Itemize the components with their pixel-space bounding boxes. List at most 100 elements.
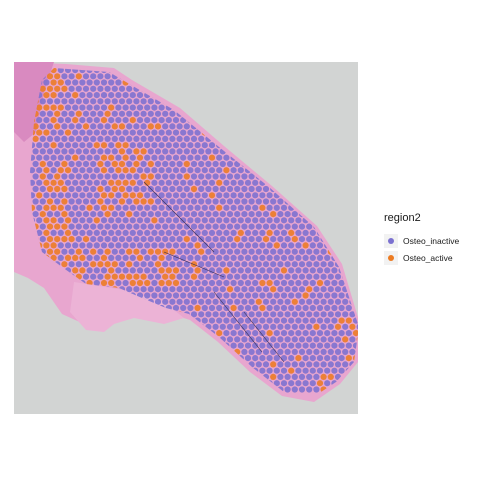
tissue-spot [273,342,280,349]
tissue-spot [273,380,280,387]
tissue-spot [226,248,234,255]
tissue-spot [158,217,165,224]
tissue-spot [133,223,140,230]
tissue-spot [140,198,147,205]
tissue-spot [144,179,151,186]
tissue-spot [111,248,118,255]
tissue-spot [54,173,61,180]
tissue-spot [266,355,273,362]
tissue-spot [288,279,295,287]
tissue-spot [115,192,122,199]
tissue-spot [64,167,72,174]
tissue-spot [54,248,61,255]
tissue-spot [172,242,180,249]
tissue-spot [169,123,176,130]
tissue-spot [140,223,147,230]
tissue-spot [86,179,93,186]
tissue-spot [219,236,226,243]
tissue-spot [255,348,262,355]
tissue-spot [108,92,115,99]
tissue-spot [252,292,259,299]
tissue-spot [104,110,111,117]
tissue-spot [226,198,234,205]
tissue-spot [151,129,158,136]
tissue-spot [79,117,86,124]
tissue-spot [324,380,331,387]
tissue-spot [54,185,61,193]
tissue-spot [280,342,288,349]
tissue-spot [248,348,255,355]
tissue-spot [158,242,165,249]
tissue-spot [183,223,190,230]
tissue-spot [306,236,313,243]
tissue-spot [212,223,219,230]
tissue-spot [75,198,82,205]
tissue-spot [50,217,57,224]
tissue-spot [241,273,248,280]
tissue-spot [259,229,266,236]
tissue-spot [208,229,216,236]
tissue-spot [75,85,82,92]
tissue-spot [262,185,270,193]
tissue-spot [136,229,144,236]
tissue-spot [216,179,223,186]
tissue-spot [154,286,162,293]
tissue-spot [100,242,108,249]
tissue-spot [162,148,169,155]
tissue-spot [255,198,262,205]
tissue-spot [108,217,115,224]
tissue-spot [57,242,64,249]
tissue-spot [169,223,176,230]
tissue-spot [90,98,97,105]
tissue-spot [162,110,169,117]
tissue-spot [79,192,86,199]
tissue-spot [57,217,64,224]
tissue-spot [133,185,140,193]
tissue-spot [79,79,86,86]
tissue-spot [57,154,64,161]
tissue-spot [176,298,183,305]
tissue-spot [39,236,46,243]
tissue-spot [270,323,277,330]
tissue-spot [288,342,295,349]
tissue-spot [291,248,298,255]
tissue-spot [154,273,162,280]
tissue-spot [302,292,309,299]
tissue-spot [219,173,226,180]
tissue-spot [234,286,241,293]
tissue-spot [64,242,72,249]
tissue-spot [158,117,165,124]
tissue-spot [230,267,237,274]
plot-panel [14,62,358,414]
tissue-spot [151,229,158,236]
tissue-spot [194,254,201,261]
tissue-spot [50,142,57,149]
tissue-spot [61,98,68,105]
tissue-spot [151,242,158,249]
tissue-spot [273,292,280,299]
tissue-spot [144,229,151,236]
tissue-spot [82,236,90,243]
tissue-spot [151,292,158,299]
tissue-spot [36,204,43,211]
tissue-spot [43,142,50,149]
tissue-spot [201,217,208,224]
tissue-spot [205,286,212,293]
tissue-spot [93,279,100,287]
tissue-spot [115,142,122,149]
tissue-spot [291,336,298,343]
tissue-spot [241,236,248,243]
tissue-spot [320,273,327,280]
tissue-spot [187,129,194,136]
tissue-spot [306,336,313,343]
tissue-spot [194,292,201,299]
tissue-spot [248,211,255,218]
tissue-spot [266,242,273,249]
tissue-spot [226,273,234,280]
tissue-spot [111,173,118,180]
tissue-spot [198,160,205,168]
tissue-spot [313,248,320,255]
tissue-spot [194,167,201,174]
tissue-spot [295,254,302,261]
tissue-spot [126,198,133,205]
